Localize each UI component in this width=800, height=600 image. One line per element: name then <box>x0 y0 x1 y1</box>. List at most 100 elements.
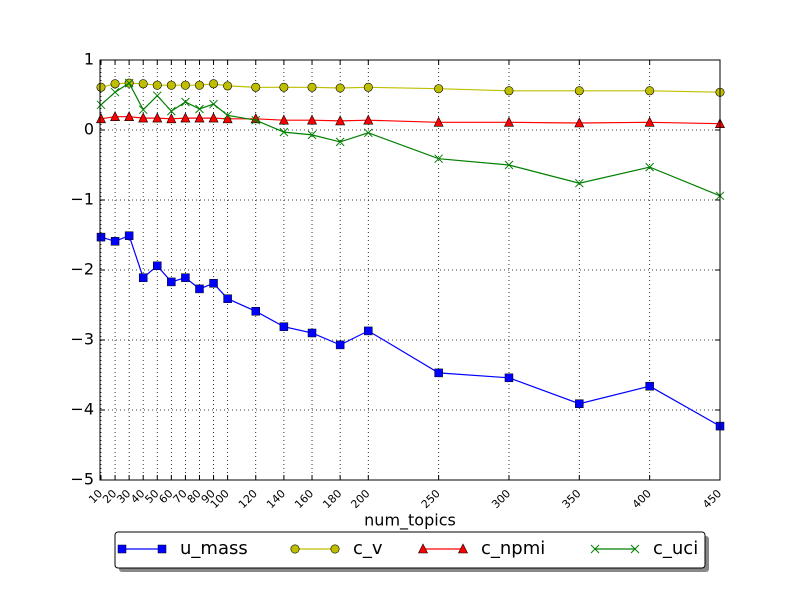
marker <box>195 104 204 114</box>
marker <box>138 273 148 282</box>
y-tick-label: 0 <box>84 120 94 139</box>
x-tick-label: 180 <box>320 487 344 511</box>
marker <box>222 113 233 124</box>
marker <box>251 82 261 92</box>
marker <box>307 328 317 338</box>
series-line <box>100 116 721 125</box>
marker <box>152 91 162 101</box>
marker <box>209 99 218 109</box>
marker <box>364 326 373 336</box>
marker <box>630 544 640 554</box>
marker <box>503 116 514 127</box>
legend-label: c_uci <box>653 538 698 559</box>
marker <box>167 277 176 287</box>
marker <box>96 100 106 110</box>
y-tick-label: −5 <box>70 470 94 489</box>
x-tick-label: 250 <box>419 487 443 511</box>
marker <box>335 137 345 147</box>
x-tick-label: 450 <box>700 487 724 511</box>
x-tick-label: 200 <box>348 487 372 511</box>
marker <box>335 83 345 93</box>
marker <box>307 114 318 125</box>
marker <box>152 112 163 123</box>
marker <box>110 111 121 121</box>
marker <box>194 112 205 123</box>
marker <box>434 154 443 164</box>
x-tick-label: 350 <box>560 487 584 511</box>
marker <box>504 86 514 96</box>
marker <box>223 110 232 120</box>
series-line <box>100 82 721 197</box>
marker <box>363 82 373 92</box>
marker <box>124 231 134 240</box>
marker <box>110 79 120 89</box>
legend-label: u_mass <box>180 538 248 559</box>
marker <box>223 81 233 91</box>
marker <box>152 80 162 90</box>
legend-frame <box>114 531 706 569</box>
series-line <box>100 234 721 427</box>
marker <box>96 232 106 242</box>
marker <box>251 307 260 316</box>
x-tick-label: 120 <box>236 487 260 511</box>
marker <box>575 399 584 408</box>
marker <box>166 106 176 116</box>
marker <box>279 82 289 92</box>
marker <box>645 162 655 172</box>
marker <box>590 544 600 554</box>
marker <box>645 381 654 391</box>
marker <box>251 115 261 125</box>
x-tick-label: 400 <box>630 487 654 511</box>
marker <box>278 114 289 125</box>
marker <box>181 97 190 107</box>
x-axis-label: num_topics <box>364 511 456 531</box>
marker <box>279 322 289 331</box>
marker <box>574 117 585 128</box>
marker <box>307 82 317 92</box>
marker <box>166 113 177 124</box>
marker <box>433 116 444 127</box>
x-tick-label: 140 <box>264 487 288 511</box>
marker <box>434 84 444 94</box>
marker <box>645 86 655 96</box>
marker <box>96 113 106 124</box>
marker <box>363 128 373 138</box>
x-tick-label: 160 <box>292 487 316 511</box>
marker <box>124 111 135 121</box>
marker <box>181 273 190 282</box>
marker <box>209 79 219 89</box>
marker <box>110 87 120 97</box>
marker <box>335 115 346 126</box>
marker <box>110 237 120 246</box>
marker <box>153 261 162 271</box>
x-tick-label: 300 <box>489 487 513 511</box>
series-line <box>100 82 721 93</box>
y-tick-label: −2 <box>70 260 94 279</box>
y-tick-label: −4 <box>70 400 94 419</box>
marker <box>574 178 584 188</box>
marker <box>138 112 149 123</box>
plot-frame <box>99 59 721 481</box>
marker <box>335 340 345 350</box>
marker <box>180 112 191 123</box>
marker <box>290 544 300 554</box>
marker <box>209 279 218 288</box>
marker <box>504 160 514 170</box>
legend-label: c_npmi <box>481 538 545 559</box>
marker <box>223 294 232 303</box>
marker <box>418 543 428 554</box>
marker <box>138 105 148 115</box>
marker <box>157 544 167 554</box>
marker <box>208 112 219 123</box>
marker <box>574 86 584 96</box>
y-tick-label: 1 <box>84 50 94 69</box>
marker <box>138 79 148 89</box>
legend-label: c_v <box>353 538 383 559</box>
marker <box>195 284 204 294</box>
marker <box>124 78 134 88</box>
marker <box>96 82 106 92</box>
marker <box>166 80 176 90</box>
marker <box>279 127 289 137</box>
marker <box>194 80 204 90</box>
